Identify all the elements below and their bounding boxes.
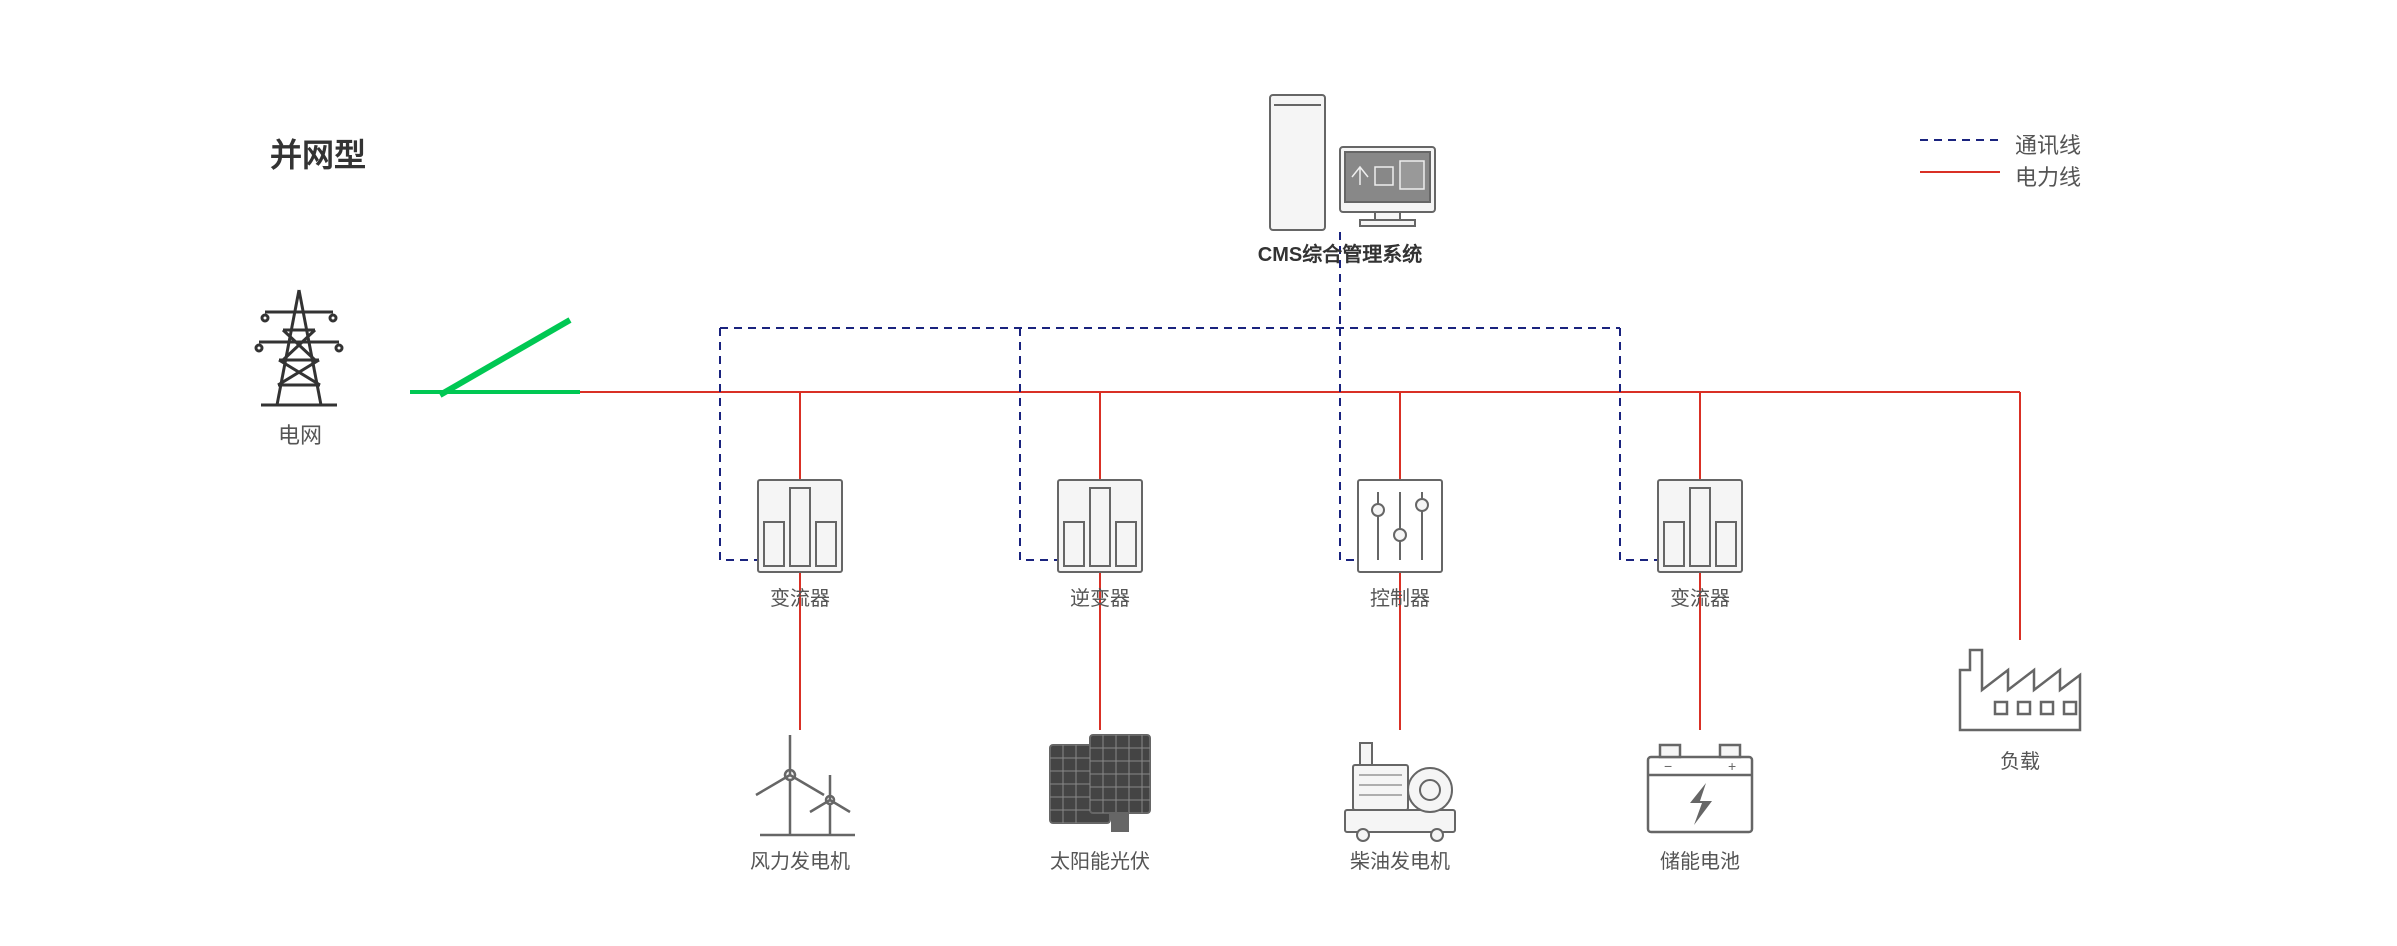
wind-label: 风力发电机 — [750, 845, 850, 874]
legend-comm-label: 通讯线 — [2015, 128, 2081, 160]
svg-text:+: + — [1728, 758, 1736, 774]
grid-switch — [410, 320, 580, 395]
battery-icon: − + — [1648, 745, 1752, 832]
battery-label: 储能电池 — [1660, 845, 1740, 874]
diesel-icon — [1345, 743, 1455, 841]
converter2-icon — [1658, 480, 1742, 572]
grid-label: 电网 — [278, 418, 322, 450]
load-icon — [1960, 650, 2080, 730]
inverter-icon — [1058, 480, 1142, 572]
diagram-title: 并网型 — [270, 130, 366, 176]
converter2-label: 变流器 — [1670, 582, 1730, 611]
converter1-label: 变流器 — [770, 582, 830, 611]
solar-icon — [1050, 735, 1150, 831]
comm-lines — [720, 232, 1658, 560]
cms-icon — [1270, 95, 1435, 230]
wind-icon — [756, 735, 855, 835]
legend-lines — [1920, 140, 2000, 172]
controller-icon — [1358, 480, 1442, 572]
cms-label: CMS综合管理系统 — [1258, 238, 1422, 267]
load-label: 负载 — [2000, 745, 2040, 774]
grid-tower-icon — [256, 290, 342, 405]
solar-label: 太阳能光伏 — [1050, 845, 1150, 874]
controller-label: 控制器 — [1370, 582, 1430, 611]
diesel-label: 柴油发电机 — [1350, 845, 1450, 874]
inverter-label: 逆变器 — [1070, 582, 1130, 611]
converter1-icon — [758, 480, 842, 572]
svg-text:−: − — [1664, 758, 1672, 774]
legend-power-label: 电力线 — [2015, 160, 2081, 192]
power-lines — [580, 392, 2020, 730]
